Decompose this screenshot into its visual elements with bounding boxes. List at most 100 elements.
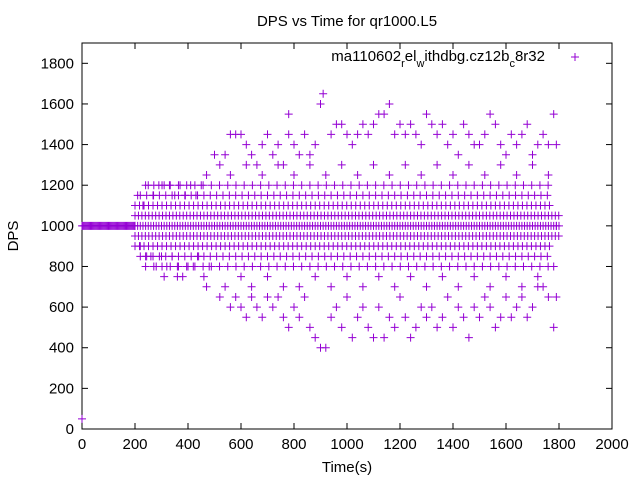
data-point <box>353 313 362 322</box>
data-point <box>461 262 470 271</box>
data-point <box>369 333 378 342</box>
data-point <box>496 140 505 149</box>
data-point <box>190 262 199 271</box>
data-point <box>412 262 421 271</box>
data-point <box>226 303 235 312</box>
data-point <box>231 181 240 190</box>
data-point <box>231 262 240 271</box>
legend-label-part: el <box>405 48 417 65</box>
data-point <box>411 130 420 139</box>
data-point <box>248 181 257 190</box>
data-point <box>470 303 479 312</box>
data-point <box>273 181 282 190</box>
legend-label-part: ma110602 <box>331 48 401 65</box>
data-point <box>512 140 521 149</box>
chart-title: DPS vs Time for qr1000.L5 <box>257 13 437 30</box>
data-point <box>437 262 446 271</box>
data-point <box>355 181 364 190</box>
data-point <box>226 171 235 180</box>
data-point <box>314 262 323 271</box>
data-point <box>517 130 526 139</box>
data-point <box>314 181 323 190</box>
data-point <box>371 181 380 190</box>
data-point <box>464 333 473 342</box>
data-point <box>273 262 282 271</box>
data-point <box>523 313 532 322</box>
data-point <box>279 313 288 322</box>
x-axis: 0 200 400 600 800 1000 1200 1400 1600 1800 2000 <box>78 43 629 453</box>
data-point <box>202 171 211 180</box>
data-point <box>412 181 421 190</box>
data-point <box>337 160 346 169</box>
data-point <box>385 171 394 180</box>
data-point <box>215 160 224 169</box>
data-point <box>420 262 429 271</box>
data-point <box>141 262 150 271</box>
data-point <box>284 323 293 332</box>
data-point <box>543 252 552 261</box>
data-point <box>290 140 298 149</box>
data-point <box>502 150 510 159</box>
data-point <box>274 160 283 169</box>
data-point <box>544 140 553 149</box>
data-point <box>231 292 240 301</box>
data-point <box>486 181 495 190</box>
data-point <box>281 181 290 190</box>
y-axis-label: DPS <box>5 221 22 252</box>
data-point <box>284 110 293 119</box>
data-point <box>353 171 362 180</box>
data-point <box>385 99 394 108</box>
x-tick-label: 1600 <box>489 436 522 453</box>
data-point <box>554 232 563 240</box>
series-points <box>78 89 563 423</box>
data-point <box>464 130 473 139</box>
data-point <box>322 181 331 190</box>
data-point <box>295 313 304 322</box>
data-point <box>427 120 436 129</box>
data-point <box>258 140 267 149</box>
data-point <box>454 150 463 159</box>
y-tick-label: 1200 <box>41 177 74 194</box>
data-point <box>258 313 267 322</box>
data-point <box>401 160 410 169</box>
data-point <box>327 313 336 322</box>
data-point <box>422 110 431 119</box>
data-point <box>535 181 544 190</box>
data-point <box>78 414 86 423</box>
data-point <box>215 262 224 271</box>
data-point <box>533 140 542 149</box>
y-tick-label: 1000 <box>41 218 74 235</box>
data-point <box>552 140 561 149</box>
data-point <box>486 110 495 119</box>
data-point <box>237 303 245 312</box>
data-point <box>433 130 442 139</box>
data-point <box>252 303 261 312</box>
data-point <box>343 292 351 301</box>
data-point <box>429 262 438 271</box>
data-point <box>380 110 389 119</box>
data-point <box>149 262 158 271</box>
legend-label-part: r <box>401 58 405 70</box>
data-point <box>346 181 355 190</box>
data-point <box>433 323 442 332</box>
data-point <box>543 191 552 200</box>
data-point <box>512 171 521 180</box>
data-point <box>199 181 208 190</box>
y-tick-label: 1400 <box>41 137 74 154</box>
data-point <box>268 303 277 312</box>
x-tick-label: 1200 <box>383 436 416 453</box>
data-point <box>256 181 265 190</box>
data-point <box>519 262 528 271</box>
data-point <box>364 130 373 139</box>
data-point <box>369 120 378 129</box>
data-point <box>182 181 191 190</box>
data-point <box>544 171 553 180</box>
data-point <box>445 181 454 190</box>
data-point <box>322 262 331 271</box>
data-point <box>544 181 553 190</box>
legend-label-part: 8r32 <box>515 48 545 65</box>
y-tick-label: 600 <box>49 299 74 316</box>
data-point <box>264 181 273 190</box>
data-point <box>445 262 454 271</box>
data-point <box>330 262 339 271</box>
